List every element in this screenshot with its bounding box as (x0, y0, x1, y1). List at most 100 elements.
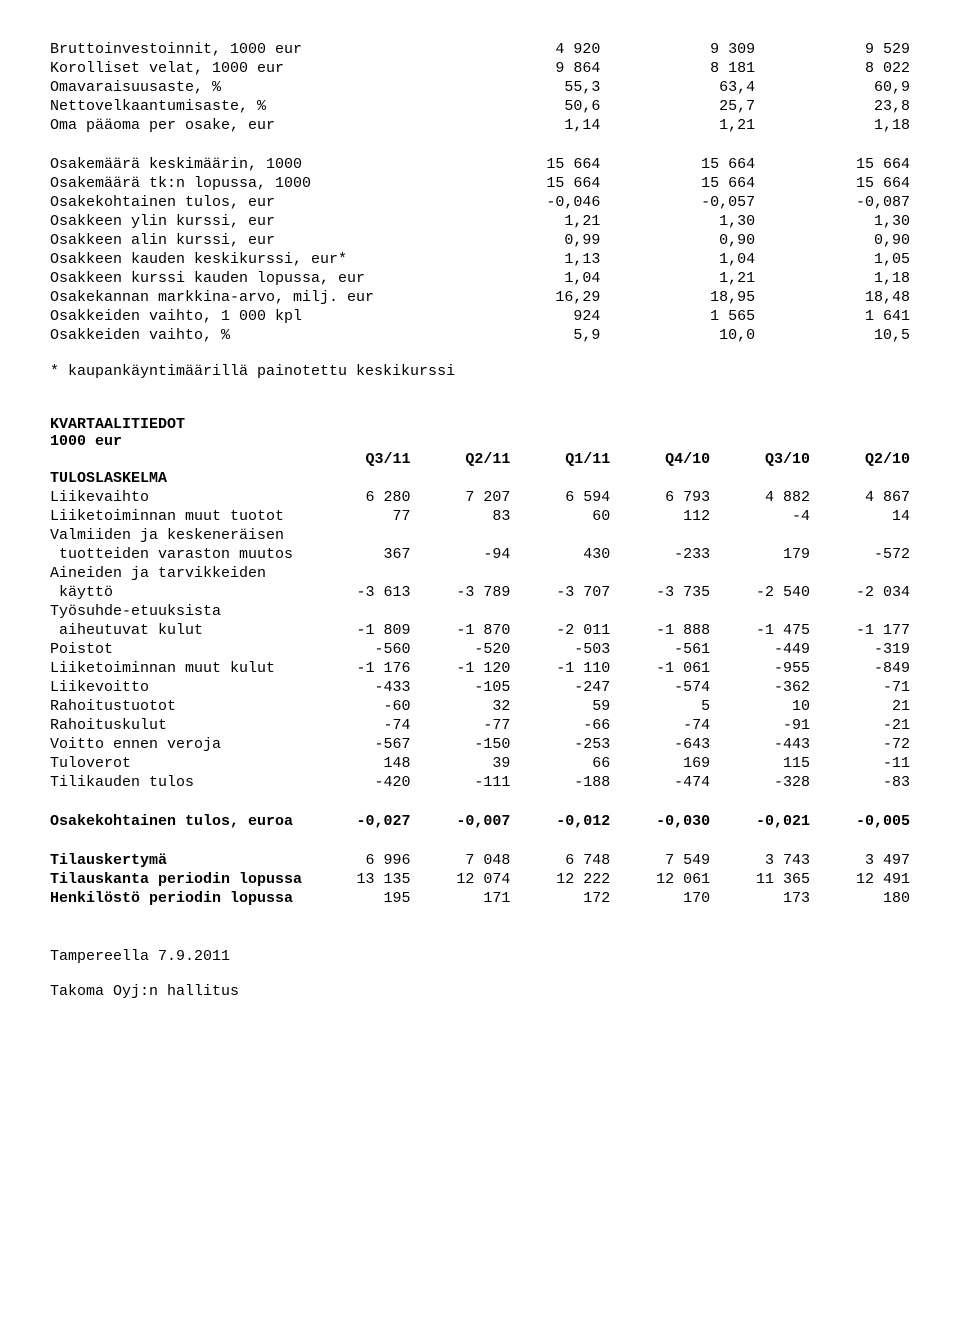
table-row: Rahoituskulut-74-77-66-74-91-21 (50, 716, 910, 735)
cell-value: 195 (311, 889, 411, 908)
cell-value: 15 664 (755, 174, 910, 193)
quarterly-header-row: Q3/11Q2/11Q1/11Q4/10Q3/10Q2/10 (50, 450, 910, 469)
row-label: Osakkeen alin kurssi, eur (50, 231, 446, 250)
table-row: Aineiden ja tarvikkeiden (50, 564, 910, 583)
table-row: Liiketoiminnan muut tuotot778360112-414 (50, 507, 910, 526)
cell-value: -105 (411, 678, 511, 697)
cell-value: 12 222 (510, 870, 610, 889)
cell-value: 0,90 (755, 231, 910, 250)
row-label: Aineiden ja tarvikkeiden (50, 564, 311, 583)
cell-value: 77 (311, 507, 411, 526)
cell-value: -74 (311, 716, 411, 735)
cell-value: -0,012 (510, 812, 610, 831)
cell-value: -72 (810, 735, 910, 754)
cell-value: 11 365 (710, 870, 810, 889)
cell-value: -560 (311, 640, 411, 659)
place-date: Tampereella 7.9.2011 (50, 948, 910, 965)
cell-value: 9 864 (446, 59, 601, 78)
cell-value: -1 888 (610, 621, 710, 640)
table-row: tuotteiden varaston muutos367-94430-2331… (50, 545, 910, 564)
cell-value: 1,18 (755, 269, 910, 288)
cell-value: 15 664 (600, 174, 755, 193)
cell-value: 4 920 (446, 40, 601, 59)
cell-value: -0,027 (311, 812, 411, 831)
cell-value: 12 491 (810, 870, 910, 889)
row-label: Liikevaihto (50, 488, 311, 507)
row-label: Voitto ennen veroja (50, 735, 311, 754)
cell-value: 1,30 (600, 212, 755, 231)
table-row: Osakekannan markkina-arvo, milj. eur16,2… (50, 288, 910, 307)
cell-value: 171 (411, 889, 511, 908)
quarterly-title: KVARTAALITIEDOT (50, 416, 910, 433)
cell-value: 83 (411, 507, 511, 526)
cell-value: -449 (710, 640, 810, 659)
cell-value: -74 (610, 716, 710, 735)
cell-value: -3 735 (610, 583, 710, 602)
eps-row: Osakekohtainen tulos, euroa-0,027-0,007-… (50, 812, 910, 831)
row-label: aiheutuvat kulut (50, 621, 311, 640)
cell-value: 60,9 (755, 78, 910, 97)
cell-value: -2 011 (510, 621, 610, 640)
cell-value: 172 (510, 889, 610, 908)
cell-value: -328 (710, 773, 810, 792)
cell-value: 18,48 (755, 288, 910, 307)
row-label: Osakemäärä keskimäärin, 1000 (50, 155, 446, 174)
cell-value: -11 (810, 754, 910, 773)
cell-value: 66 (510, 754, 610, 773)
cell-value: 21 (810, 697, 910, 716)
cell-value: 32 (411, 697, 511, 716)
cell-value: -4 (710, 507, 810, 526)
cell-value: 1,04 (446, 269, 601, 288)
row-label: tuotteiden varaston muutos (50, 545, 311, 564)
cell-value: -849 (810, 659, 910, 678)
cell-value: -3 789 (411, 583, 511, 602)
row-label: Rahoitustuotot (50, 697, 311, 716)
cell-value: 39 (411, 754, 511, 773)
cell-value: -0,005 (810, 812, 910, 831)
cell-value: 1,21 (600, 269, 755, 288)
table-row: Henkilöstö periodin lopussa1951711721701… (50, 889, 910, 908)
cell-value: 18,95 (600, 288, 755, 307)
cell-value: 6 996 (311, 851, 411, 870)
table-row: Osakemäärä keskimäärin, 100015 66415 664… (50, 155, 910, 174)
cell-value: 1,30 (755, 212, 910, 231)
cell-value: -66 (510, 716, 610, 735)
table-row: Osakekohtainen tulos, eur-0,046-0,057-0,… (50, 193, 910, 212)
cell-value: 367 (311, 545, 411, 564)
cell-value: -0,046 (446, 193, 601, 212)
table-row: Tilauskanta periodin lopussa13 13512 074… (50, 870, 910, 889)
row-label: Osakkeen ylin kurssi, eur (50, 212, 446, 231)
table-row: Tilikauden tulos-420-111-188-474-328-83 (50, 773, 910, 792)
cell-value: 0,90 (600, 231, 755, 250)
cell-value: -1 176 (311, 659, 411, 678)
row-label: Tilauskanta periodin lopussa (50, 870, 311, 889)
cell-value: 12 074 (411, 870, 511, 889)
cell-value: 6 280 (311, 488, 411, 507)
quarterly-table: Q3/11Q2/11Q1/11Q4/10Q3/10Q2/10 TULOSLASK… (50, 450, 910, 908)
cell-value: 15 664 (600, 155, 755, 174)
cell-value: 112 (610, 507, 710, 526)
cell-value: -520 (411, 640, 511, 659)
cell-value: -83 (810, 773, 910, 792)
cell-value: -0,087 (755, 193, 910, 212)
column-header: Q2/11 (411, 450, 511, 469)
cell-value: 1,21 (600, 116, 755, 135)
cell-value: 50,6 (446, 97, 601, 116)
row-label: Poistot (50, 640, 311, 659)
cell-value: -253 (510, 735, 610, 754)
cell-value: -0,021 (710, 812, 810, 831)
table-row: Liikevaihto6 2807 2076 5946 7934 8824 86… (50, 488, 910, 507)
cell-value: 10,0 (600, 326, 755, 345)
cell-value: 924 (446, 307, 601, 326)
cell-value: 9 529 (755, 40, 910, 59)
cell-value: -1 061 (610, 659, 710, 678)
cell-value: -561 (610, 640, 710, 659)
cell-value: -1 110 (510, 659, 610, 678)
table-row: Osakkeen kurssi kauden lopussa, eur1,041… (50, 269, 910, 288)
cell-value: 7 048 (411, 851, 511, 870)
table-row: Osakkeen kauden keskikurssi, eur*1,131,0… (50, 250, 910, 269)
cell-value: 15 664 (446, 174, 601, 193)
cell-value: -474 (610, 773, 710, 792)
cell-value: -77 (411, 716, 511, 735)
cell-value: -433 (311, 678, 411, 697)
